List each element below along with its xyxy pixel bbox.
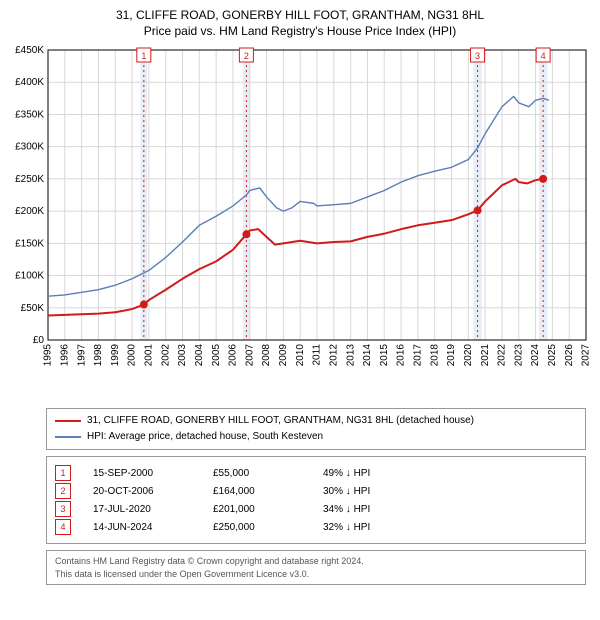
- legend-row: 31, CLIFFE ROAD, GONERBY HILL FOOT, GRAN…: [55, 413, 577, 429]
- svg-text:2012: 2012: [328, 344, 339, 367]
- svg-text:2020: 2020: [463, 344, 474, 367]
- event-pct-vs-hpi: 32% ↓ HPI: [323, 522, 370, 533]
- event-row: 2 20-OCT-2006£164,00030% ↓ HPI: [55, 483, 577, 499]
- svg-text:2000: 2000: [127, 344, 138, 367]
- svg-text:2027: 2027: [581, 344, 592, 367]
- svg-text:2002: 2002: [160, 344, 171, 367]
- event-row: 1 15-SEP-2000£55,00049% ↓ HPI: [55, 465, 577, 481]
- svg-text:2: 2: [244, 51, 249, 61]
- svg-text:2013: 2013: [345, 344, 356, 367]
- legend-row: HPI: Average price, detached house, Sout…: [55, 429, 577, 445]
- svg-text:2025: 2025: [547, 344, 558, 367]
- svg-text:2024: 2024: [530, 344, 541, 367]
- svg-text:1998: 1998: [93, 344, 104, 367]
- svg-text:2006: 2006: [228, 344, 239, 367]
- events-table: 1 15-SEP-2000£55,00049% ↓ HPI 2 20-OCT-2006…: [46, 456, 586, 544]
- event-pct-vs-hpi: 30% ↓ HPI: [323, 486, 370, 497]
- event-marker-number: 2: [55, 483, 71, 499]
- svg-text:2026: 2026: [564, 344, 575, 367]
- svg-text:2016: 2016: [396, 344, 407, 367]
- event-price: £201,000: [213, 504, 323, 515]
- svg-text:2004: 2004: [194, 344, 205, 367]
- legend: 31, CLIFFE ROAD, GONERBY HILL FOOT, GRAN…: [46, 408, 586, 450]
- svg-text:1997: 1997: [76, 344, 87, 367]
- legend-swatch: [55, 436, 81, 438]
- svg-text:2009: 2009: [278, 344, 289, 367]
- svg-text:2008: 2008: [261, 344, 272, 367]
- event-date: 17-JUL-2020: [93, 504, 213, 515]
- attribution-footer: Contains HM Land Registry data © Crown c…: [46, 550, 586, 585]
- svg-text:£200K: £200K: [15, 206, 44, 217]
- chart-title: 31, CLIFFE ROAD, GONERBY HILL FOOT, GRAN…: [10, 8, 590, 22]
- event-price: £164,000: [213, 486, 323, 497]
- svg-text:2007: 2007: [244, 344, 255, 367]
- svg-text:2003: 2003: [177, 344, 188, 367]
- event-pct-vs-hpi: 34% ↓ HPI: [323, 504, 370, 515]
- chart-subtitle: Price paid vs. HM Land Registry's House …: [10, 24, 590, 38]
- svg-text:2023: 2023: [513, 344, 524, 367]
- chart-title-block: 31, CLIFFE ROAD, GONERBY HILL FOOT, GRAN…: [0, 0, 600, 40]
- svg-text:2001: 2001: [144, 344, 155, 367]
- svg-text:£400K: £400K: [15, 77, 44, 88]
- svg-text:2019: 2019: [446, 344, 457, 367]
- svg-text:1996: 1996: [59, 344, 70, 367]
- svg-text:1995: 1995: [43, 344, 54, 367]
- svg-text:2014: 2014: [362, 344, 373, 367]
- chart-svg: £0£50K£100K£150K£200K£250K£300K£350K£400…: [0, 40, 600, 400]
- event-marker-number: 3: [55, 501, 71, 517]
- page-root: 31, CLIFFE ROAD, GONERBY HILL FOOT, GRAN…: [0, 0, 600, 585]
- svg-text:£150K: £150K: [15, 238, 44, 249]
- svg-text:2005: 2005: [211, 344, 222, 367]
- svg-text:£350K: £350K: [15, 109, 44, 120]
- legend-swatch: [55, 420, 81, 422]
- legend-label: 31, CLIFFE ROAD, GONERBY HILL FOOT, GRAN…: [87, 413, 474, 429]
- svg-text:2015: 2015: [379, 344, 390, 367]
- event-date: 14-JUN-2024: [93, 522, 213, 533]
- svg-text:£50K: £50K: [21, 303, 45, 314]
- event-row: 4 14-JUN-2024£250,00032% ↓ HPI: [55, 519, 577, 535]
- svg-text:2010: 2010: [295, 344, 306, 367]
- svg-text:2011: 2011: [312, 344, 323, 366]
- svg-text:4: 4: [541, 51, 546, 61]
- event-price: £250,000: [213, 522, 323, 533]
- event-price: £55,000: [213, 468, 323, 479]
- svg-text:2022: 2022: [497, 344, 508, 367]
- svg-text:2021: 2021: [480, 344, 491, 367]
- event-pct-vs-hpi: 49% ↓ HPI: [323, 468, 370, 479]
- event-marker-number: 4: [55, 519, 71, 535]
- svg-text:3: 3: [475, 51, 480, 61]
- legend-label: HPI: Average price, detached house, Sout…: [87, 429, 323, 445]
- svg-text:£250K: £250K: [15, 174, 44, 185]
- svg-text:£100K: £100K: [15, 271, 44, 282]
- footer-line-1: Contains HM Land Registry data © Crown c…: [55, 555, 577, 568]
- svg-text:2017: 2017: [413, 344, 424, 367]
- chart-area: £0£50K£100K£150K£200K£250K£300K£350K£400…: [0, 40, 600, 400]
- event-row: 3 17-JUL-2020£201,00034% ↓ HPI: [55, 501, 577, 517]
- footer-line-2: This data is licensed under the Open Gov…: [55, 568, 577, 581]
- svg-text:1: 1: [141, 51, 146, 61]
- svg-text:2018: 2018: [429, 344, 440, 367]
- svg-text:1999: 1999: [110, 344, 121, 367]
- svg-text:£300K: £300K: [15, 142, 44, 153]
- event-date: 15-SEP-2000: [93, 468, 213, 479]
- svg-text:£450K: £450K: [15, 45, 44, 56]
- event-date: 20-OCT-2006: [93, 486, 213, 497]
- event-marker-number: 1: [55, 465, 71, 481]
